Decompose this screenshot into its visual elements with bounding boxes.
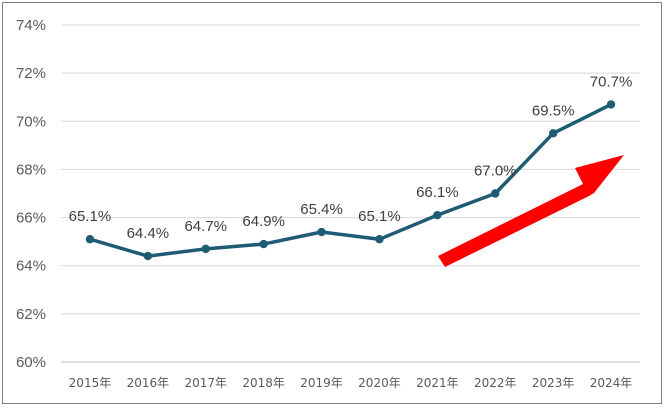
series-line xyxy=(88,102,613,258)
data-point xyxy=(375,235,384,244)
gridlines xyxy=(61,24,640,363)
x-tick-label: 2015年 xyxy=(69,376,112,390)
y-tick-label: 62% xyxy=(16,306,46,323)
y-tick-label: 68% xyxy=(16,161,46,178)
x-tick-label: 2016年 xyxy=(127,376,170,390)
y-axis-tick-labels: 60% 62% 64% 66% 68% 70% 72% 74% xyxy=(16,17,46,371)
x-tick-label: 2022年 xyxy=(474,376,517,390)
data-label: 64.4% xyxy=(127,225,170,242)
y-tick-label: 60% xyxy=(16,354,46,371)
x-tick-label: 2024年 xyxy=(590,376,633,390)
x-axis-tick-labels: 2015年 2016年 2017年 2018年 2019年 2020年 2021年 2022年… xyxy=(69,376,633,390)
x-tick-label: 2023年 xyxy=(532,376,575,390)
data-label: 67.0% xyxy=(474,163,517,180)
series-line-group xyxy=(85,100,616,261)
x-tick-label: 2021年 xyxy=(416,376,459,390)
y-tick-label: 70% xyxy=(16,113,46,130)
data-label: 64.9% xyxy=(242,213,285,230)
data-label: 66.1% xyxy=(416,184,459,201)
x-tick-label: 2020年 xyxy=(358,376,401,390)
y-tick-label: 64% xyxy=(16,258,46,275)
data-point xyxy=(491,189,500,198)
data-label: 70.7% xyxy=(590,73,633,90)
annotation-group xyxy=(438,155,624,267)
data-point xyxy=(143,251,153,261)
x-tick-label: 2019年 xyxy=(300,376,343,390)
data-label: 64.7% xyxy=(184,218,227,235)
y-tick-label: 72% xyxy=(16,65,46,82)
y-tick-label: 66% xyxy=(16,210,46,227)
x-tick-label: 2017年 xyxy=(184,376,227,390)
data-label: 69.5% xyxy=(532,102,575,119)
data-point xyxy=(317,227,326,237)
data-point xyxy=(606,100,616,109)
data-label: 65.1% xyxy=(69,208,112,225)
data-point xyxy=(85,235,95,244)
data-point xyxy=(548,129,558,138)
data-label: 65.4% xyxy=(300,201,343,218)
y-tick-label: 74% xyxy=(16,17,46,34)
x-tick-label: 2018年 xyxy=(242,376,285,390)
data-label: 65.1% xyxy=(358,208,401,225)
data-point xyxy=(433,210,442,220)
data-point xyxy=(259,239,268,249)
data-point xyxy=(201,244,210,254)
data-label-group: 65.1% 64.4% 64.7% 64.9% 65.4% 65.1% 66.1% 67.0%… xyxy=(69,73,633,242)
trend-arrow xyxy=(438,155,624,267)
